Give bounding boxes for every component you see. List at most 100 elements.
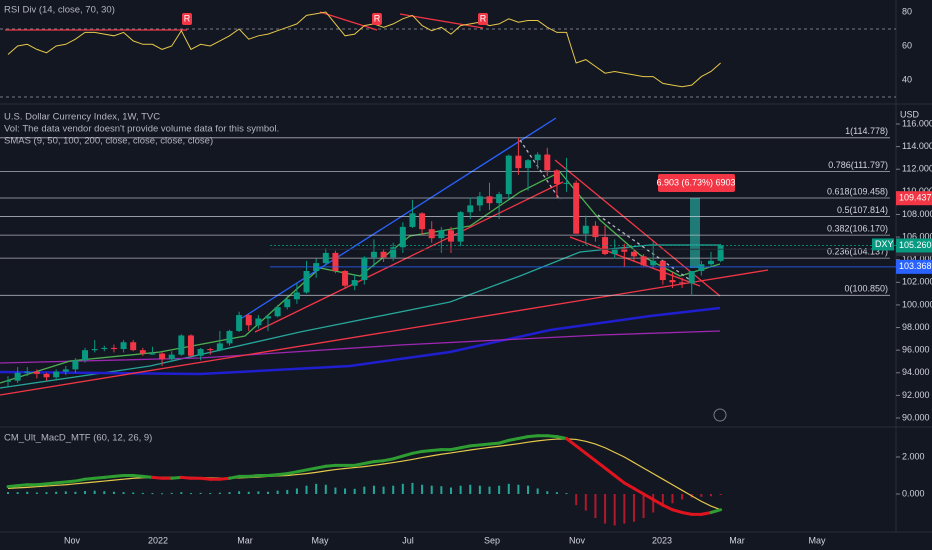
measure-bar [690, 198, 700, 268]
candle-body [62, 369, 69, 372]
symbol-title: U.S. Dollar Currency Index, 1W, TVC [4, 112, 160, 123]
candle-body [707, 260, 714, 265]
fib-label: 0(100.850) [844, 284, 888, 294]
long-trendline [0, 269, 769, 396]
divergence-marker [182, 13, 192, 25]
candle-body [688, 271, 695, 284]
y-tick-label: 114.000 [902, 141, 932, 151]
signal-line [7, 438, 721, 511]
candle-body [110, 347, 117, 350]
candle-body [120, 342, 127, 350]
candle-body [486, 196, 493, 204]
macd-segment [651, 498, 665, 507]
candle-body [139, 350, 146, 354]
rsi-line [7, 11, 721, 88]
x-tick-label: 2023 [652, 535, 672, 545]
macd-segment [449, 446, 463, 452]
macd-segment [401, 451, 414, 458]
macd-segment [593, 459, 607, 470]
candle-body [380, 251, 387, 258]
candle-body [303, 271, 310, 293]
y-tick-label: 98.000 [902, 322, 930, 332]
macd-segment [276, 472, 289, 477]
macd-segment [661, 503, 674, 512]
candle-body [438, 230, 445, 239]
macd-segment [516, 435, 530, 440]
candle-body [602, 237, 609, 255]
divergence-label: R [374, 13, 381, 23]
divergence-label: R [480, 13, 487, 23]
histogram-bar [700, 494, 703, 497]
macd-segment [170, 475, 183, 480]
candle-body [72, 360, 79, 370]
macd-segment [16, 483, 29, 488]
macd-segment [150, 475, 164, 480]
histogram-bar [507, 483, 510, 494]
histogram-bar [421, 484, 424, 494]
histogram-bar [642, 494, 645, 519]
candle-body [409, 213, 416, 227]
histogram-bar [584, 494, 587, 511]
histogram-bar [324, 484, 327, 494]
histogram-bar [257, 491, 260, 494]
x-tick-label: Mar [729, 535, 745, 545]
y-tick-label: 0.000 [902, 488, 925, 498]
candle-body [226, 330, 233, 344]
histogram-bar [151, 493, 154, 495]
macd-segment [295, 468, 309, 474]
macd-segment [285, 470, 299, 476]
y-tick-label: 116.000 [902, 118, 932, 128]
price-tag [896, 238, 932, 253]
dashed-line [519, 139, 561, 201]
candle-body [669, 280, 676, 283]
y-tick-label: 90.000 [902, 412, 930, 422]
histogram-bar [488, 486, 491, 494]
histogram-bar [623, 494, 626, 524]
macd-segment [54, 480, 68, 485]
candle-body [293, 292, 300, 300]
candle-body [274, 307, 281, 317]
y-tick-label: 100.000 [902, 299, 932, 309]
histogram-bar [575, 494, 578, 506]
macd-segment [613, 474, 626, 485]
macd-segment [468, 443, 482, 448]
histogram-bar [228, 492, 231, 494]
histogram-bar [16, 492, 19, 494]
candle-body [370, 251, 377, 258]
histogram-bar [103, 491, 106, 494]
macd-segment [459, 444, 472, 450]
macd-segment [642, 492, 655, 502]
candle-body [342, 271, 349, 286]
candle-body [168, 354, 175, 360]
price-tag-label: 105.260 [899, 240, 932, 250]
macd-segment [83, 476, 97, 481]
candle-body [53, 371, 60, 378]
candle-body [419, 213, 426, 230]
macd-segment [199, 476, 212, 481]
histogram-bar [344, 488, 347, 494]
y-tick-label: 96.000 [902, 345, 930, 355]
candle-body [467, 205, 474, 213]
candle-body [33, 371, 40, 374]
histogram-bar [681, 494, 684, 500]
candle-body [82, 350, 89, 361]
histogram-bar [709, 494, 712, 497]
candle-body [525, 160, 532, 169]
histogram-bar [35, 492, 38, 494]
candle-body [130, 342, 137, 351]
candle-body [659, 260, 666, 281]
currency-label: USD [900, 109, 920, 119]
candle-body [515, 155, 522, 169]
y-tick-label: 92.000 [902, 390, 930, 400]
macd-segment [497, 438, 511, 445]
candle-body [573, 182, 580, 234]
candle-body [284, 299, 291, 308]
candle-body [390, 247, 397, 258]
macd-segment [430, 448, 443, 453]
candle-body [255, 318, 262, 326]
macd-segment [93, 475, 106, 480]
x-tick-label: Mar [237, 535, 253, 545]
histogram-bar [652, 494, 655, 513]
alert-icon[interactable] [713, 408, 727, 422]
divergence-marker [478, 13, 488, 25]
